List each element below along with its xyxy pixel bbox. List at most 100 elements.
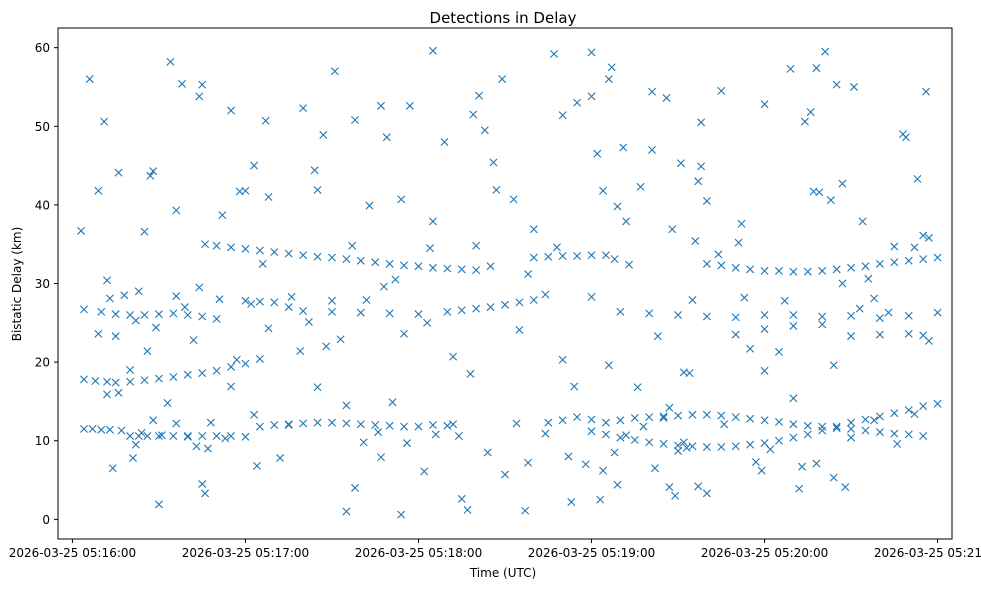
data-point: [639, 422, 648, 431]
data-point: [247, 299, 256, 308]
y-tick-label: 60: [35, 41, 50, 55]
data-point: [818, 320, 827, 329]
data-point: [798, 462, 807, 471]
data-point: [688, 296, 697, 304]
data-point: [183, 432, 192, 441]
data-point: [904, 406, 913, 415]
data-point: [449, 420, 458, 429]
data-point: [180, 303, 189, 312]
data-point: [284, 420, 293, 429]
data-point: [126, 432, 135, 441]
data-point: [149, 167, 158, 176]
data-point: [414, 422, 423, 431]
data-point: [356, 308, 365, 317]
data-point: [619, 143, 628, 152]
data-point: [599, 466, 608, 475]
data-point: [544, 418, 553, 427]
data-point: [111, 332, 120, 341]
data-point: [440, 138, 449, 146]
data-point: [812, 64, 821, 73]
data-point: [241, 244, 250, 253]
y-tick-label: 40: [35, 198, 50, 212]
data-point: [616, 416, 625, 425]
data-point: [189, 336, 198, 345]
data-point: [299, 104, 308, 113]
data-point: [789, 321, 798, 330]
data-point: [198, 369, 207, 378]
x-axis-ticks: 2026-03-25 05:16:00 2026-03-25 05:17:00 20…: [9, 539, 981, 560]
data-point: [691, 237, 700, 246]
data-point: [143, 432, 152, 441]
data-point: [426, 244, 435, 253]
data-point: [847, 433, 856, 442]
data-point: [803, 421, 812, 430]
data-point: [904, 430, 913, 439]
data-point: [77, 226, 86, 235]
data-point: [774, 417, 783, 426]
data-point: [847, 424, 856, 433]
y-tick-label: 20: [35, 356, 50, 370]
data-point: [685, 369, 694, 378]
data-point: [789, 433, 798, 442]
data-point: [400, 422, 409, 431]
x-axis-label: Time (UTC): [469, 566, 536, 580]
data-point: [665, 403, 674, 412]
data-point: [319, 130, 328, 139]
data-point: [327, 296, 336, 305]
data-point: [212, 314, 221, 323]
data-point: [607, 63, 616, 72]
data-point: [330, 67, 339, 76]
data-point: [501, 300, 509, 309]
data-point: [365, 201, 374, 210]
data-point: [910, 410, 919, 418]
data-point: [587, 48, 596, 57]
data-point: [299, 419, 308, 428]
data-point: [746, 344, 755, 353]
data-point: [697, 118, 706, 127]
data-point: [126, 365, 135, 374]
data-point: [720, 420, 729, 429]
data-point: [232, 355, 241, 364]
data-point: [849, 82, 858, 91]
data-point: [662, 93, 671, 102]
plot-area: 2026-03-25 05:16:00 2026-03-25 05:17:00 20…: [9, 27, 981, 560]
data-point: [633, 383, 642, 392]
data-point: [304, 318, 313, 327]
data-point: [774, 266, 783, 275]
data-point: [342, 419, 351, 428]
data-point: [919, 231, 928, 240]
data-point: [79, 375, 88, 384]
data-point: [342, 255, 351, 264]
data-point: [402, 439, 411, 448]
data-point: [786, 64, 795, 73]
data-point: [659, 439, 668, 448]
data-point: [821, 47, 830, 56]
data-point: [475, 91, 484, 100]
data-point: [397, 195, 406, 204]
data-point: [385, 421, 394, 430]
data-point: [509, 195, 518, 204]
data-point: [847, 263, 856, 272]
data-point: [757, 466, 766, 475]
data-point: [890, 258, 899, 267]
data-point: [218, 211, 227, 220]
data-point: [803, 267, 812, 276]
data-point: [564, 452, 573, 461]
data-point: [241, 359, 250, 368]
data-point: [760, 439, 769, 448]
data-point: [855, 304, 864, 313]
data-point: [650, 464, 659, 473]
data-point: [428, 421, 437, 429]
data-point: [391, 275, 400, 284]
data-point: [359, 438, 368, 447]
data-point: [861, 426, 870, 435]
data-point: [587, 415, 596, 424]
data-point: [143, 347, 152, 356]
data-point: [443, 264, 452, 273]
data-point: [400, 261, 409, 270]
data-point: [630, 413, 639, 422]
data-point: [201, 489, 210, 498]
data-point: [904, 311, 913, 320]
y-tick-label: 50: [35, 120, 50, 134]
data-point: [552, 243, 561, 252]
